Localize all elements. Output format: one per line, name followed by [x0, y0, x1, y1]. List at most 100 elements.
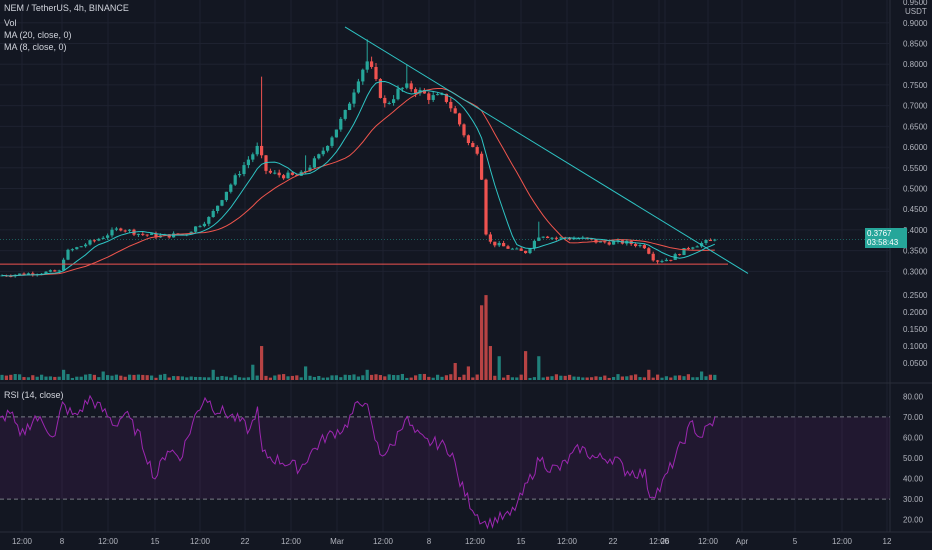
- volume-bar: [53, 376, 57, 380]
- volume-bar: [290, 375, 294, 380]
- candle-body: [590, 238, 594, 240]
- legend-ma8[interactable]: MA (8, close, 0): [4, 42, 71, 52]
- volume-bar: [84, 374, 88, 380]
- volume-bar: [321, 377, 325, 380]
- volume-bar: [638, 377, 642, 380]
- rsi-tick-label: 70.00: [903, 413, 924, 422]
- candle-body: [348, 103, 352, 110]
- candle-body: [651, 253, 655, 261]
- volume-bar: [79, 376, 83, 380]
- y-tick-label: 0.9000: [903, 19, 928, 28]
- candle-body: [216, 205, 220, 212]
- volume-bar: [484, 295, 488, 380]
- volume-bar: [185, 377, 189, 380]
- y-tick-label: 0.6000: [903, 143, 928, 152]
- candle-body: [550, 237, 554, 239]
- candle-body: [330, 137, 334, 146]
- candle-body: [532, 240, 536, 249]
- candle-body: [392, 99, 396, 103]
- vol-tick-label: 0.2500: [903, 291, 928, 300]
- volume-bar: [62, 369, 66, 380]
- volume-bar: [295, 375, 299, 380]
- x-tick-label: 12:00: [281, 537, 302, 546]
- volume-bar: [471, 377, 475, 380]
- candle-body: [664, 259, 668, 262]
- volume-bar: [132, 374, 136, 380]
- candle-body: [598, 241, 602, 243]
- volume-bar: [660, 377, 664, 380]
- volume-bar: [493, 375, 497, 380]
- volume-bar: [198, 376, 202, 380]
- candle-body: [339, 118, 343, 130]
- volume-bar: [163, 373, 167, 380]
- y-tick-label: 0.4500: [903, 205, 928, 214]
- candle-body: [449, 101, 453, 109]
- candle-body: [62, 259, 66, 271]
- x-tick-label: 12:00: [190, 537, 211, 546]
- rsi-label: RSI (14, close): [4, 390, 64, 400]
- volume-bar: [136, 374, 140, 380]
- x-tick-label: 12:00: [373, 537, 394, 546]
- legend-rsi[interactable]: RSI (14, close): [4, 390, 68, 400]
- x-tick-label: 5: [793, 537, 798, 546]
- volume-bar: [713, 374, 717, 380]
- candle-body: [26, 273, 30, 275]
- candle-body: [97, 238, 101, 241]
- price-pane[interactable]: [0, 26, 890, 278]
- x-tick-label: 12:00: [12, 537, 33, 546]
- volume-bar: [656, 374, 660, 380]
- symbol-line[interactable]: NEM / TetherUS, 4h, BINANCE: [4, 3, 129, 13]
- rsi-tick-label: 60.00: [903, 433, 924, 442]
- volume-bar: [532, 377, 536, 380]
- volume-bar: [172, 376, 176, 380]
- volume-bar: [383, 376, 387, 380]
- volume-bar: [440, 376, 444, 380]
- volume-bar: [400, 373, 404, 380]
- candle-body: [238, 174, 242, 176]
- volume-bar: [180, 376, 184, 380]
- candle-body: [378, 79, 382, 98]
- volume-bar: [18, 374, 22, 380]
- y-tick-label: 0.7000: [903, 102, 928, 111]
- volume-bar: [528, 377, 532, 380]
- volume-bar: [308, 375, 312, 380]
- axes: 12:00 8 12:00 15 12:00 22 12:00 Mar 12:00 8 12:00 1…: [12, 0, 928, 546]
- volume-bar: [673, 375, 677, 380]
- ma8-label: MA (8, close, 0): [4, 42, 67, 52]
- legend-vol[interactable]: Vol: [4, 18, 21, 28]
- volume-bar: [590, 377, 594, 380]
- legend-ma20[interactable]: MA (20, close, 0): [4, 30, 76, 40]
- candle-body: [136, 233, 140, 235]
- candle-body: [70, 249, 74, 251]
- volume-bar: [374, 374, 378, 380]
- volume-bar: [317, 375, 321, 380]
- volume-bar: [370, 374, 374, 380]
- volume-bar: [282, 374, 286, 380]
- candle-body: [308, 167, 312, 172]
- x-tick-label: 12:00: [557, 537, 578, 546]
- volume-bar: [392, 375, 396, 380]
- candle-body: [304, 171, 308, 173]
- y-tick-label: 0.9500: [903, 0, 928, 7]
- legend-symbol[interactable]: NEM / TetherUS, 4h, BINANCE: [4, 3, 133, 13]
- candle-body: [321, 150, 325, 155]
- price-badge: 0.3767 03:58:43: [865, 228, 907, 248]
- volume-bar: [409, 377, 413, 380]
- volume-bar: [264, 375, 268, 380]
- volume-bar: [682, 376, 686, 380]
- volume-bar: [669, 377, 673, 380]
- candle-body: [682, 248, 686, 256]
- volume-bar: [277, 374, 281, 380]
- volume-bar: [326, 377, 330, 380]
- candle-body: [458, 113, 462, 125]
- candle-body: [18, 273, 22, 275]
- candle-body: [317, 154, 321, 159]
- y-tick-label: 0.5000: [903, 185, 928, 194]
- volume-bar: [651, 377, 655, 380]
- volume-bar: [128, 374, 132, 380]
- candle-body: [119, 228, 123, 231]
- price-badge-countdown: 03:58:43: [867, 238, 899, 247]
- candle-body: [370, 61, 374, 67]
- candle-body: [519, 248, 523, 251]
